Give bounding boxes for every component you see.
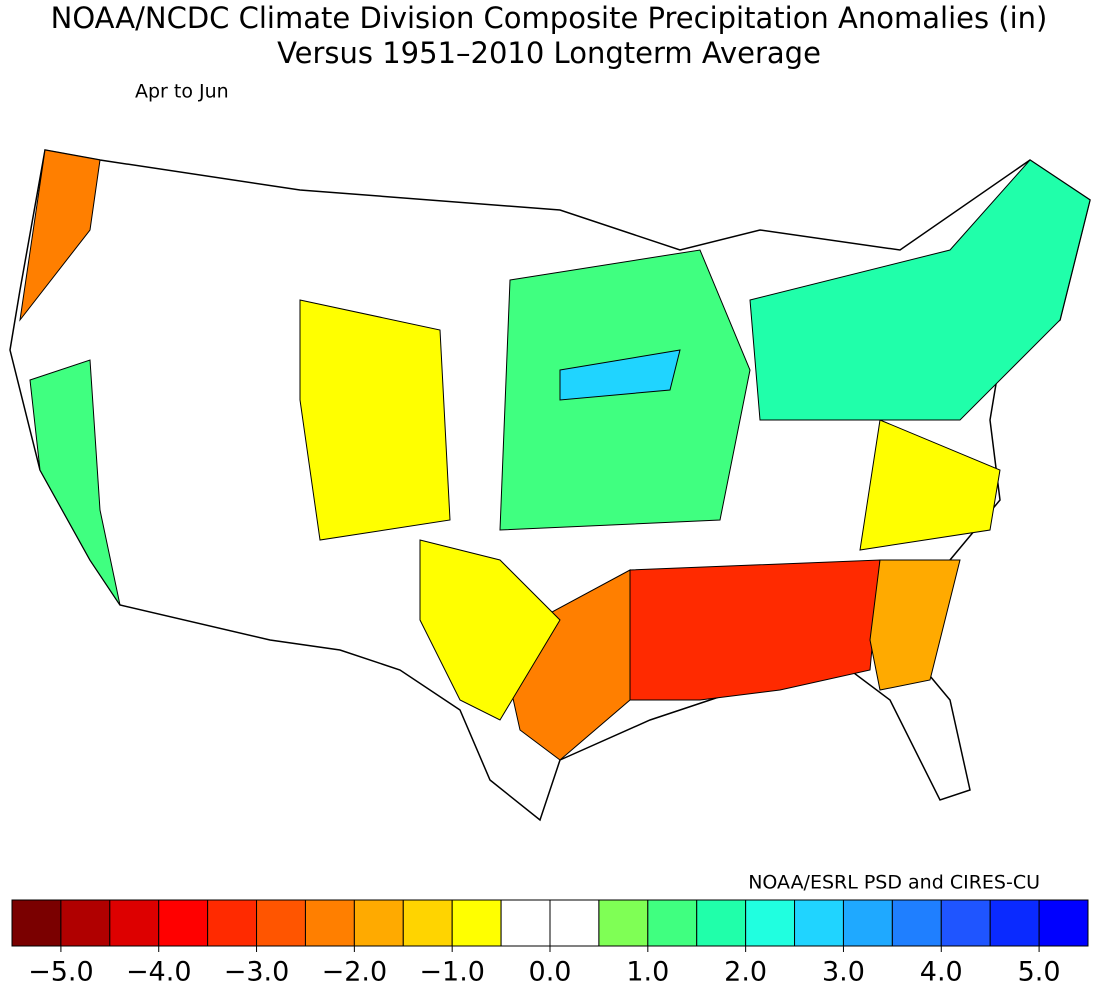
colorbar-swatch: [940, 899, 991, 947]
colorbar-swatch: [1038, 899, 1089, 947]
region: [749, 159, 1091, 421]
colorbar-swatch: [891, 899, 942, 947]
colorbar-tick-label: −2.0: [322, 957, 388, 988]
region: [19, 149, 101, 322]
colorbar-swatch: [353, 899, 404, 947]
colorbar-swatch: [158, 899, 209, 947]
colorbar-tick-label: −5.0: [28, 957, 94, 988]
colorbar-tick-label: −3.0: [224, 957, 290, 988]
colorbar-swatch: [109, 899, 160, 947]
region: [419, 539, 561, 721]
colorbar-swatch: [794, 899, 844, 947]
credit: NOAA/ESRL PSD and CIRES-CU: [748, 872, 1040, 894]
region: [869, 559, 961, 691]
region: [299, 299, 451, 541]
colorbar-swatch: [256, 899, 306, 947]
region: [29, 359, 121, 606]
region: [859, 419, 1001, 551]
region: [559, 349, 681, 401]
colorbar-tick-label: 3.0: [822, 957, 865, 988]
colorbar-swatch: [304, 899, 355, 947]
colorbar-swatch: [745, 899, 796, 947]
colorbar-tick-label: 5.0: [1018, 957, 1061, 988]
colorbar-swatch: [60, 899, 111, 947]
colorbar-tick-label: 1.0: [626, 957, 669, 988]
colorbar-tick-label: 2.0: [724, 957, 767, 988]
region: [499, 569, 631, 761]
colorbar-tick-label: 0.0: [529, 957, 572, 988]
title-line: Versus 1951–2010 Longterm Average: [277, 36, 821, 70]
colorbar-swatch: [500, 899, 551, 947]
subtitle: Apr to Jun: [135, 81, 229, 103]
colorbar-swatch: [598, 899, 649, 947]
colorbar-tick-label: −4.0: [126, 957, 192, 988]
colorbar-tick-label: 4.0: [920, 957, 963, 988]
colorbar-swatch: [696, 899, 747, 947]
title-line: NOAA/NCDC Climate Division Composite Pre…: [51, 1, 1048, 35]
colorbar-swatch: [451, 899, 502, 947]
colorbar-swatch: [647, 899, 698, 947]
colorbar-swatch: [11, 899, 62, 947]
colorbar-swatch: [207, 899, 258, 947]
colorbar-swatch: [402, 899, 453, 947]
colorbar-swatch: [549, 899, 600, 947]
colorbar-swatch: [989, 899, 1040, 947]
region: [629, 559, 881, 701]
colorbar-tick-label: −1.0: [419, 957, 485, 988]
colorbar-swatch: [842, 899, 893, 947]
